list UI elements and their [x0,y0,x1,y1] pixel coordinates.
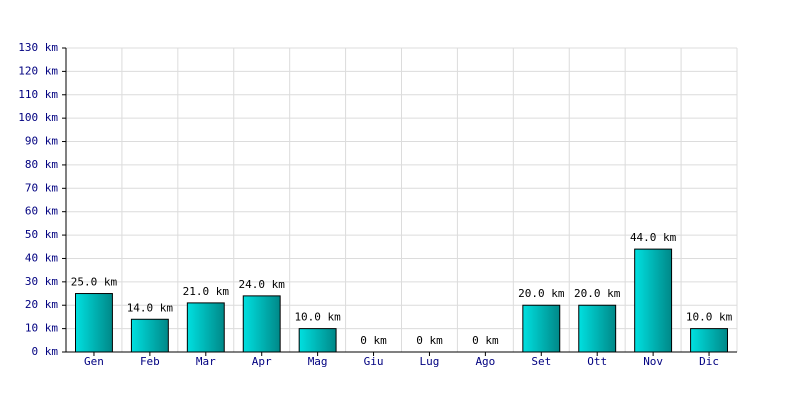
x-tick-label: Set [531,355,551,368]
value-label: 44.0 km [630,231,677,244]
x-tick-label: Nov [643,355,663,368]
x-tick-label: Gen [84,355,104,368]
bar [242,295,281,353]
value-label: 21.0 km [183,285,230,298]
bar [186,302,225,353]
bar [522,304,561,353]
value-label: 0 km [472,334,499,347]
value-label: 10.0 km [686,311,733,324]
y-tick-label: 110 km [18,88,58,101]
x-tick-label: Ott [587,355,607,368]
value-label: 10.0 km [294,311,341,324]
bar [298,328,337,353]
bar [130,318,169,353]
x-tick-label: Lug [420,355,440,368]
x-tick-label: Feb [140,355,160,368]
bar [634,248,673,353]
y-tick-label: 70 km [25,181,58,194]
value-label: 24.0 km [239,278,286,291]
y-tick-label: 60 km [25,205,58,218]
x-tick-label: Dic [699,355,719,368]
value-label: 20.0 km [518,287,565,300]
value-label: 25.0 km [71,276,118,289]
y-tick-label: 30 km [25,275,58,288]
y-tick-label: 120 km [18,64,58,77]
x-tick-label: Mag [308,355,328,368]
bar [75,293,113,353]
value-label: 0 km [416,334,443,347]
value-label: 20.0 km [574,287,621,300]
y-tick-label: 0 km [32,345,59,358]
x-tick-label: Apr [252,355,272,368]
bar [578,304,617,353]
bar [690,328,728,353]
y-tick-label: 100 km [18,111,58,124]
x-tick-label: Mar [196,355,216,368]
value-label: 14.0 km [127,301,174,314]
y-tick-label: 10 km [25,322,58,335]
y-tick-label: 90 km [25,135,58,148]
x-tick-label: Ago [475,355,495,368]
y-tick-label: 130 km [18,41,58,54]
y-tick-label: 50 km [25,228,58,241]
x-tick-label: Giu [364,355,384,368]
y-tick-label: 20 km [25,298,58,311]
value-label: 0 km [360,334,387,347]
y-tick-label: 40 km [25,251,58,264]
y-tick-label: 80 km [25,158,58,171]
